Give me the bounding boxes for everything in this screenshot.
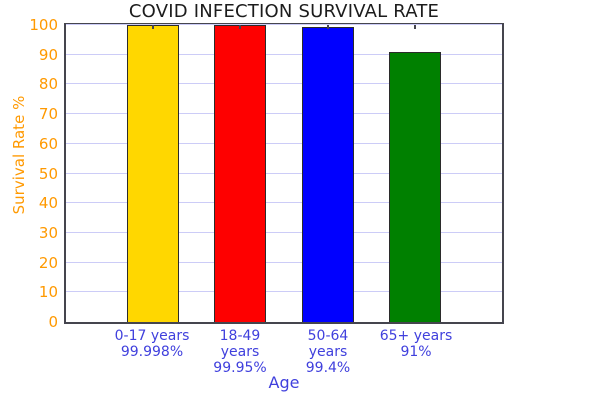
x-tick-label-18-49-years: 18-49 years 99.95%: [213, 328, 266, 376]
x-tick-label-line: 65+ years: [379, 328, 453, 344]
x-tick-label-line: 18-49: [219, 328, 261, 344]
gridline-50: [66, 172, 502, 174]
y-tick-label-70: 70: [38, 105, 58, 124]
bar-65-years: [388, 51, 441, 322]
bar-18-49-years: [214, 25, 267, 322]
x-tick-label-0-17-years: 0-17 years 99.998%: [115, 328, 190, 360]
x-tick-label-line: years: [308, 344, 348, 360]
gridline-30: [66, 231, 502, 233]
gridline-60: [66, 142, 502, 144]
y-tick-label-60: 60: [38, 134, 58, 153]
x-tick-label-line: 50-64: [307, 328, 349, 344]
x-tick-label-line: 91%: [400, 344, 432, 360]
top-tick: [326, 25, 329, 29]
gridline-40: [66, 202, 502, 204]
x-axis-title: Age: [268, 373, 300, 392]
x-tick-label-line: 99.4%: [305, 360, 351, 376]
top-tick: [239, 25, 242, 29]
gridline-80: [66, 83, 502, 85]
chart-title: COVID INFECTION SURVIVAL RATE: [128, 1, 440, 22]
y-tick-label-50: 50: [38, 164, 58, 183]
gridline-90: [66, 53, 502, 55]
x-tick-label-line: 0-17 years: [114, 328, 190, 344]
top-tick: [152, 25, 155, 29]
x-tick-label-65-years: 65+ years 91%: [380, 328, 453, 360]
x-tick-label-line: 99.998%: [120, 344, 184, 360]
y-tick-label-100: 100: [29, 16, 58, 34]
gridline-20: [66, 261, 502, 263]
y-tick-label-80: 80: [38, 75, 58, 94]
gridline-100: [66, 24, 502, 25]
y-tick-label-40: 40: [38, 194, 58, 213]
x-tick-label-line: years: [220, 344, 260, 360]
y-tick-labels: 0 10 20 30 40 50 60 70 80 90 100: [0, 0, 58, 406]
plot-area: [64, 23, 504, 324]
top-tick: [413, 25, 416, 29]
bar-0-17-years: [127, 25, 180, 322]
bar-50-64-years: [301, 26, 354, 322]
gridline-10: [66, 291, 502, 293]
y-tick-label-0: 0: [48, 313, 58, 331]
y-tick-label-20: 20: [38, 253, 58, 272]
y-tick-label-30: 30: [38, 223, 58, 242]
y-tick-label-90: 90: [38, 45, 58, 64]
x-tick-label-line: 99.95%: [213, 360, 267, 376]
gridline-70: [66, 113, 502, 115]
x-tick-label-50-64-years: 50-64 years 99.4%: [306, 328, 350, 376]
x-tick-labels: 0-17 years 99.998% 18-49 years 99.95% 50-64 ye…: [64, 328, 504, 382]
y-tick-label-10: 10: [38, 283, 58, 302]
